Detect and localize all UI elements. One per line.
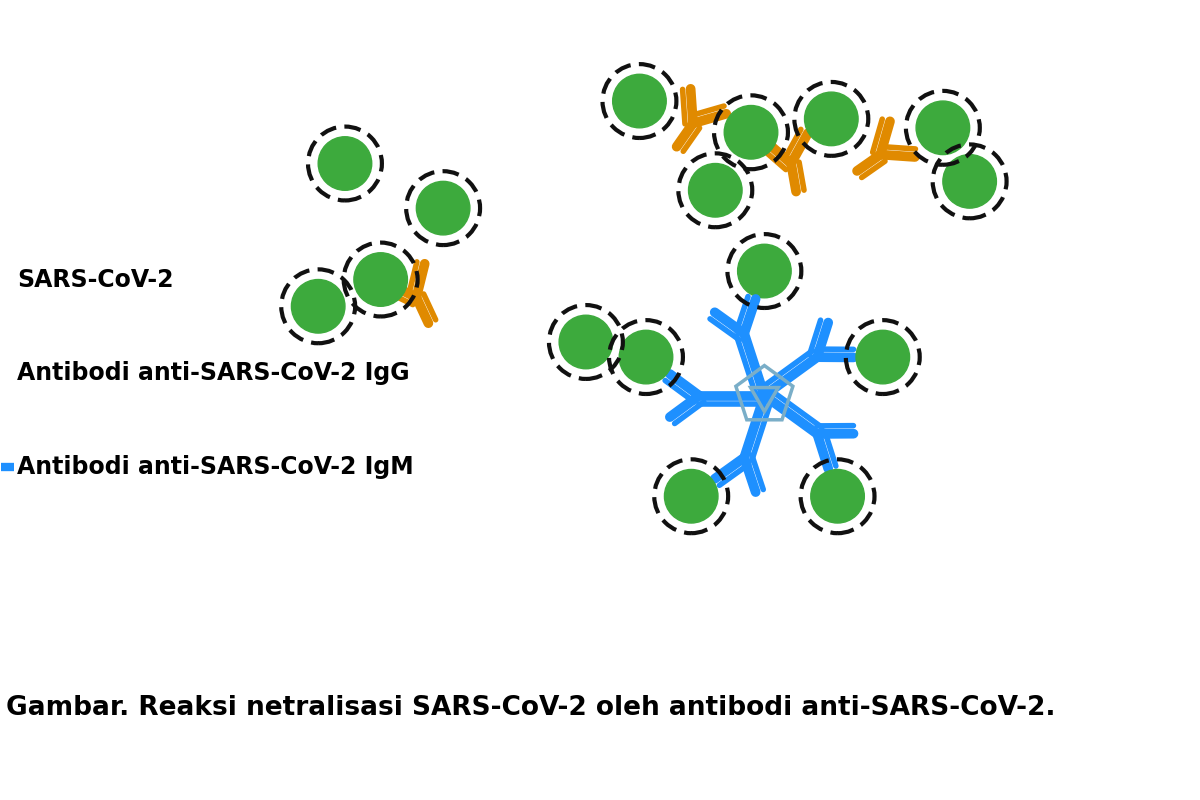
Circle shape xyxy=(416,182,470,235)
Circle shape xyxy=(619,330,673,384)
Circle shape xyxy=(856,330,910,384)
Circle shape xyxy=(943,154,996,208)
Circle shape xyxy=(559,315,613,369)
Circle shape xyxy=(725,106,778,159)
Circle shape xyxy=(804,92,858,146)
Text: Antibodi anti-SARS-CoV-2 IgG: Antibodi anti-SARS-CoV-2 IgG xyxy=(18,362,410,386)
Circle shape xyxy=(916,101,970,154)
Circle shape xyxy=(318,137,372,190)
Circle shape xyxy=(811,470,864,523)
Circle shape xyxy=(292,279,344,333)
Circle shape xyxy=(738,244,791,298)
Circle shape xyxy=(689,163,742,217)
Circle shape xyxy=(613,74,666,128)
Text: SARS-CoV-2: SARS-CoV-2 xyxy=(18,267,174,291)
Text: Antibodi anti-SARS-CoV-2 IgM: Antibodi anti-SARS-CoV-2 IgM xyxy=(18,455,414,479)
Text: Gambar. Reaksi netralisasi SARS-CoV-2 oleh antibodi anti-SARS-CoV-2.: Gambar. Reaksi netralisasi SARS-CoV-2 ol… xyxy=(6,695,1055,721)
Circle shape xyxy=(354,253,408,306)
Circle shape xyxy=(665,470,718,523)
